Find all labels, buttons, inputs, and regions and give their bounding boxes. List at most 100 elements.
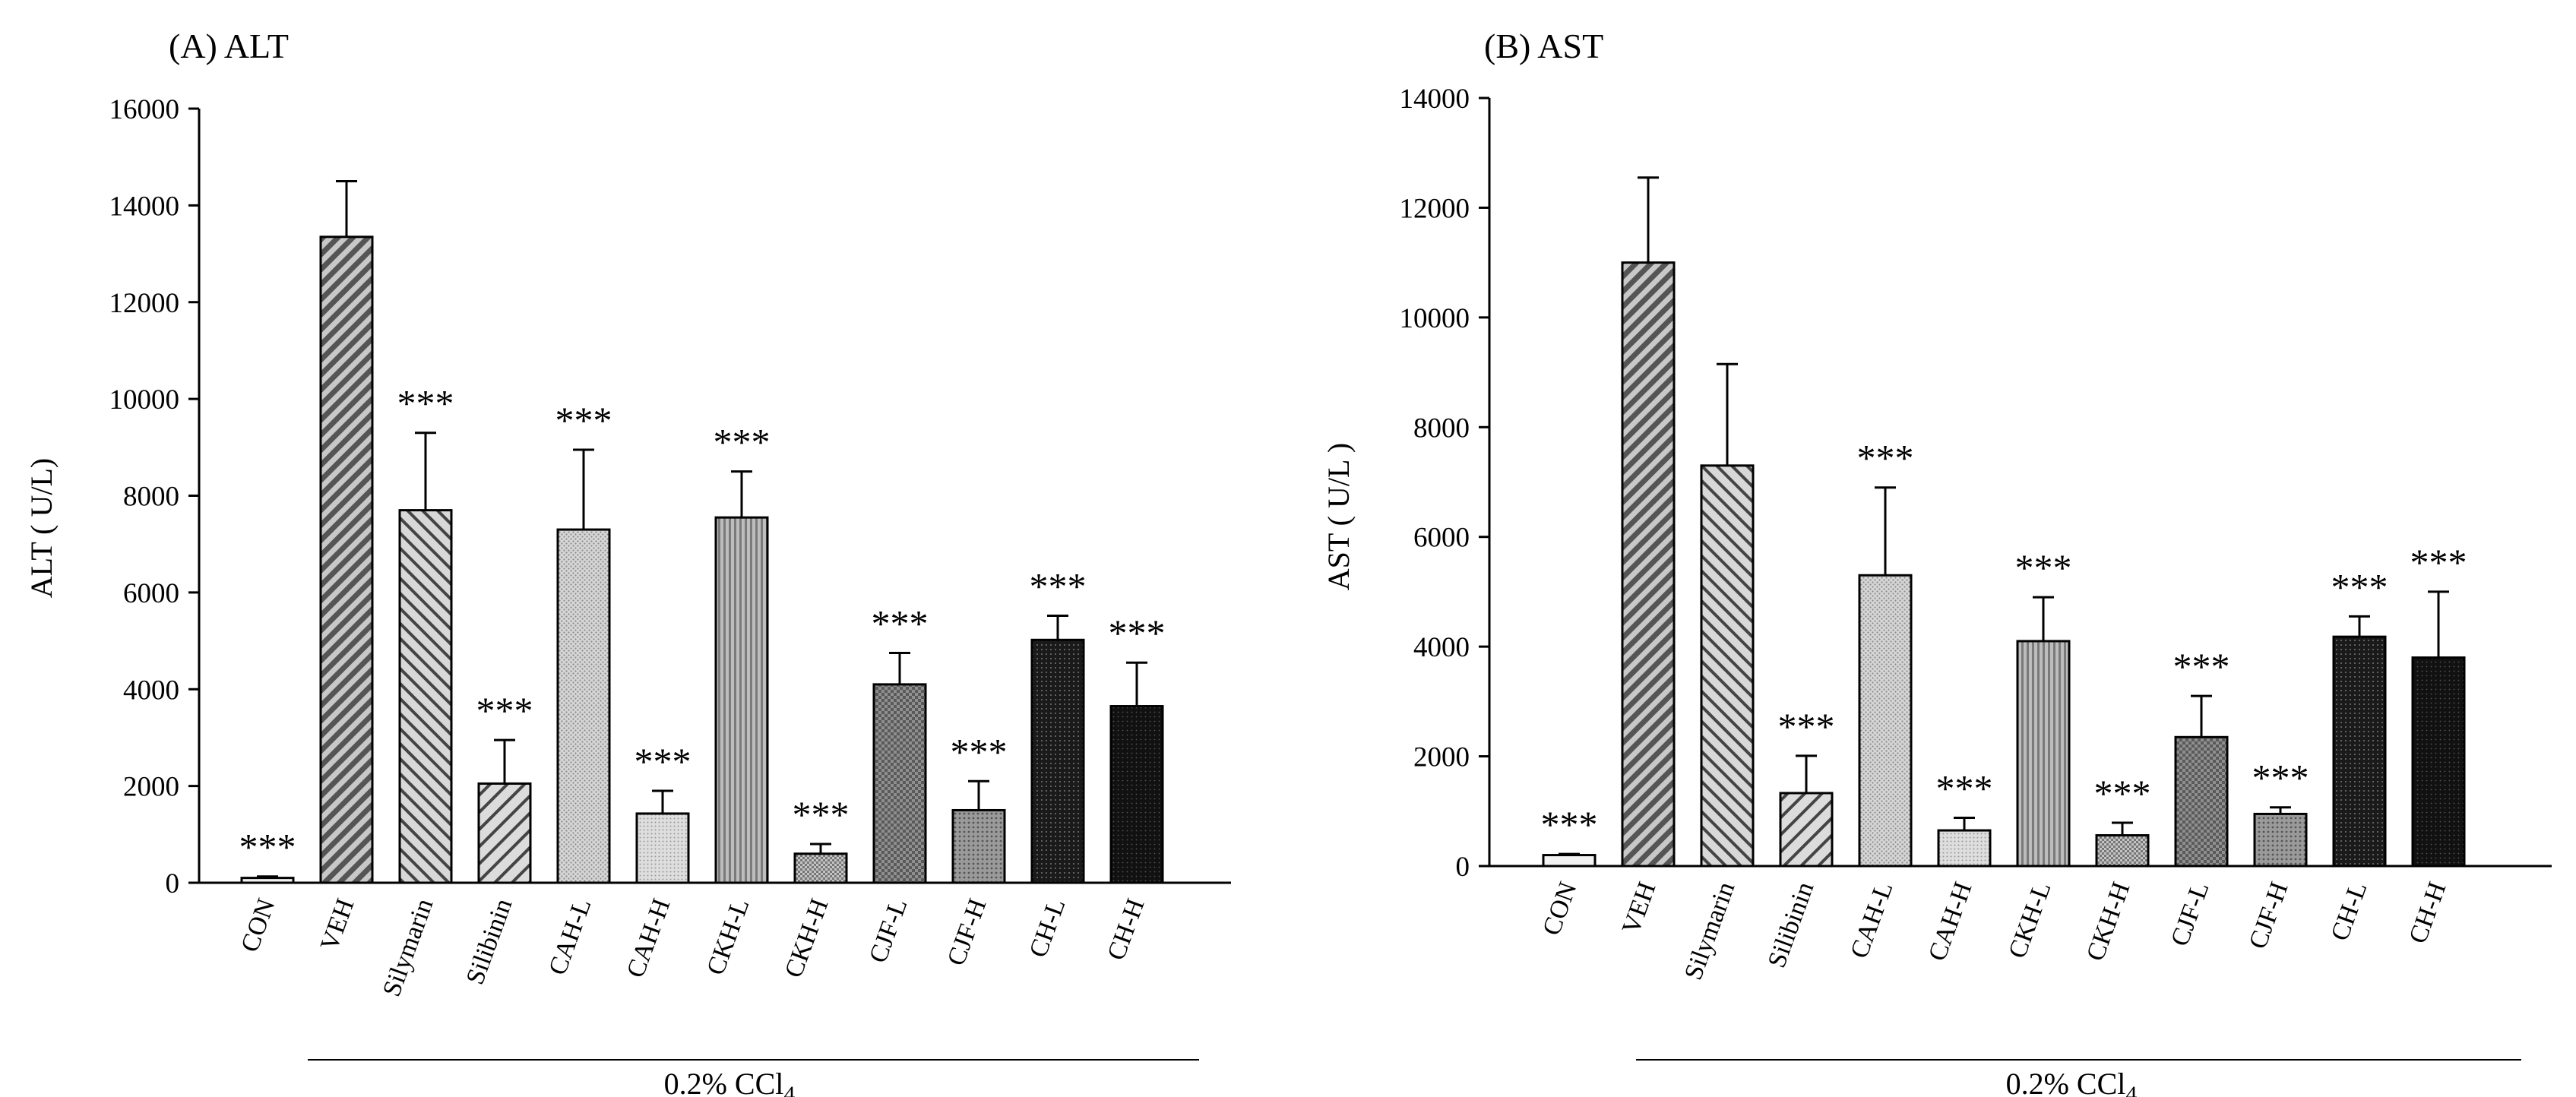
panel-a-significance-silymarin: *** — [397, 382, 454, 425]
panel-a-group-label-main: 0.2% CCl — [664, 1067, 784, 1097]
panel-b-y-tick-label: 14000 — [1400, 84, 1470, 115]
panel-b-y-tick-label: 8000 — [1413, 413, 1470, 444]
panel-b-x-tick-label-ckh-h: CKH-H — [2081, 878, 2136, 965]
panel-a-x-tick-label-cah-h: CAH-H — [622, 895, 676, 982]
panel-a-x-tick-label-silibinin: Silibinin — [461, 895, 518, 988]
panel-a-x-tick-label-ckh-h: CKH-H — [780, 895, 834, 982]
panel-b-significance-ch-h: *** — [2410, 541, 2467, 583]
panel-b-y-ticks: 0 2000 4000 6000 8000 10000 12000 14000 — [1400, 84, 1489, 883]
panel-b-bar-cjf-h — [2253, 812, 2308, 868]
panel-b-bar-ch-l — [2332, 635, 2387, 868]
panel-b-significance-con: *** — [1541, 803, 1598, 846]
panel-a-x-tick-label-ch-h: CH-H — [1102, 895, 1150, 964]
panel-b-x-tick-label-cah-h: CAH-H — [1923, 878, 1978, 965]
panel-b-bar-ckh-h — [2095, 834, 2150, 868]
panel-b-group-label-main: 0.2% CCl — [2006, 1067, 2126, 1097]
panel-b-x-tick-label-silymarin: Silymarin — [1679, 878, 1741, 984]
panel-a-significance-ch-l: *** — [1030, 564, 1087, 607]
panel-a-group-label-sub: 4 — [783, 1082, 795, 1097]
panel-a-x-tick-label-con: CON — [236, 895, 280, 956]
panel-b-x-tick-labels: CON VEH Silymarin Silibinin CAH-L CAH-H CKH-L C… — [1537, 878, 2451, 984]
panel-b-group-label-sub: 4 — [2125, 1082, 2137, 1097]
panel-b-significance-cah-l: *** — [1857, 437, 1914, 479]
panel-a-significance-cah-l: *** — [555, 399, 612, 441]
panel-a-bar-ch-h — [1109, 705, 1164, 884]
panel-a-x-tick-label-silymarin: Silymarin — [378, 895, 439, 1001]
panel-b-y-tick-label: 2000 — [1413, 742, 1470, 773]
panel-a-x-tick-label-cjf-l: CJF-L — [864, 895, 913, 966]
panel-a-significance-silibinin: *** — [476, 689, 533, 732]
panel-a-bar-silibinin — [477, 782, 532, 884]
panel-b-bar-ch-h — [2411, 656, 2466, 868]
panel-b-x-tick-label-con: CON — [1537, 878, 1582, 939]
panel-a-significance-ckh-l: *** — [714, 421, 771, 463]
panel-a-significance-ch-h: *** — [1109, 612, 1166, 654]
panel-b-ast-chart: (B) AST AST ( U/L ) 0 2000 4000 6000 8000 100… — [1321, 27, 2552, 1097]
panel-b-significance-ch-l: *** — [2331, 565, 2388, 608]
panel-a-bar-veh — [319, 236, 374, 884]
panel-a-x-tick-label-cah-l: CAH-L — [543, 895, 597, 978]
panel-b-bar-cah-h — [1937, 829, 1992, 868]
panel-a-significance-cjf-l: *** — [872, 602, 929, 644]
panel-a-title: (A) ALT — [169, 27, 289, 65]
panel-b-x-tick-label-ch-l: CH-L — [2326, 878, 2373, 944]
panel-a-y-ticks: 0 2000 4000 6000 8000 10000 12000 14000 16000 — [109, 94, 199, 899]
panel-a-y-tick-label: 14000 — [109, 191, 180, 222]
panel-a-y-tick-label: 2000 — [123, 772, 179, 803]
panel-a-y-tick-label: 6000 — [123, 578, 179, 609]
panel-b-y-tick-label: 4000 — [1413, 632, 1470, 663]
panel-b-x-tick-label-veh: VEH — [1617, 878, 1662, 937]
panel-a-group-label: 0.2% CCl4 — [664, 1067, 796, 1097]
panel-b-title: (B) AST — [1484, 27, 1603, 65]
panel-a-x-tick-label-ch-l: CH-L — [1024, 895, 1071, 961]
panel-a-y-tick-label: 12000 — [109, 288, 180, 319]
panel-b-x-tick-label-ckh-l: CKH-L — [2003, 878, 2056, 962]
panel-a-bar-cah-h — [635, 812, 690, 884]
panel-b-significance-ckh-h: *** — [2094, 772, 2151, 814]
panel-b-x-tick-label-cjf-h: CJF-H — [2244, 878, 2294, 953]
panel-b-y-tick-label: 6000 — [1413, 523, 1470, 554]
panel-a-significance-cah-h: *** — [635, 740, 691, 782]
panel-a-bar-ckh-l — [714, 516, 769, 884]
panel-a-y-axis-label: ALT ( U/L) — [24, 458, 59, 598]
panel-b-significance-cah-h: *** — [1936, 767, 1993, 809]
panel-a-bar-con — [240, 877, 295, 884]
panel-a-y-tick-label: 10000 — [109, 384, 180, 416]
panel-a-bars: *** *** *** *** *** *** *** *** *** *** *** — [239, 180, 1166, 884]
panel-a-alt-chart: (A) ALT ALT ( U/L) 0 2000 4000 6000 8000 1000… — [24, 27, 1231, 1097]
panel-b-bar-cah-l — [1858, 574, 1913, 868]
panel-a-y-tick-label: 16000 — [109, 94, 180, 125]
panel-b-group-label: 0.2% CCl4 — [2006, 1067, 2138, 1097]
panel-a-bar-silymarin — [398, 509, 453, 884]
panel-a-x-tick-label-ckh-l: CKH-L — [701, 895, 755, 978]
panel-a-significance-cjf-h: *** — [951, 730, 1008, 773]
panel-a-x-tick-labels: CON VEH Silymarin Silibinin CAH-L CAH-H CKH-L C… — [236, 895, 1150, 1001]
panel-b-bar-veh — [1621, 261, 1676, 868]
panel-b-bar-con — [1542, 854, 1597, 868]
panel-b-significance-cjf-h: *** — [2252, 757, 2309, 799]
panel-b-significance-cjf-l: *** — [2173, 645, 2230, 688]
panel-a-y-tick-label: 4000 — [123, 675, 179, 706]
panel-b-y-tick-label: 12000 — [1400, 193, 1470, 224]
panel-b-bar-cjf-l — [2174, 735, 2229, 868]
panel-a-bar-ch-l — [1030, 638, 1085, 884]
panel-a-x-tick-label-cjf-h: CJF-H — [942, 895, 992, 969]
panel-a-bar-cah-l — [556, 528, 611, 884]
panel-b-bar-silymarin — [1700, 464, 1755, 868]
panel-b-x-tick-label-ch-h: CH-H — [2404, 878, 2451, 947]
panel-b-bars: *** *** *** *** *** *** *** *** *** *** — [1541, 176, 2467, 868]
panel-b-significance-ckh-l: *** — [2015, 546, 2072, 589]
panel-b-bar-silibinin — [1779, 792, 1834, 868]
panel-b-y-tick-label: 10000 — [1400, 303, 1470, 334]
panel-a-bar-cjf-h — [951, 808, 1006, 884]
panel-a-x-tick-label-veh: VEH — [315, 895, 360, 954]
panel-a-significance-con: *** — [239, 826, 296, 868]
panel-b-x-tick-label-cjf-l: CJF-L — [2166, 878, 2214, 950]
panel-a-bar-ckh-h — [793, 852, 848, 884]
panel-a-bar-cjf-l — [872, 683, 927, 884]
panel-b-x-tick-label-cah-l: CAH-L — [1845, 878, 1898, 962]
panel-a-y-tick-label: 0 — [166, 868, 180, 899]
panel-b-x-tick-label-silibinin: Silibinin — [1763, 878, 1820, 972]
panel-b-significance-silibinin: *** — [1778, 705, 1835, 748]
